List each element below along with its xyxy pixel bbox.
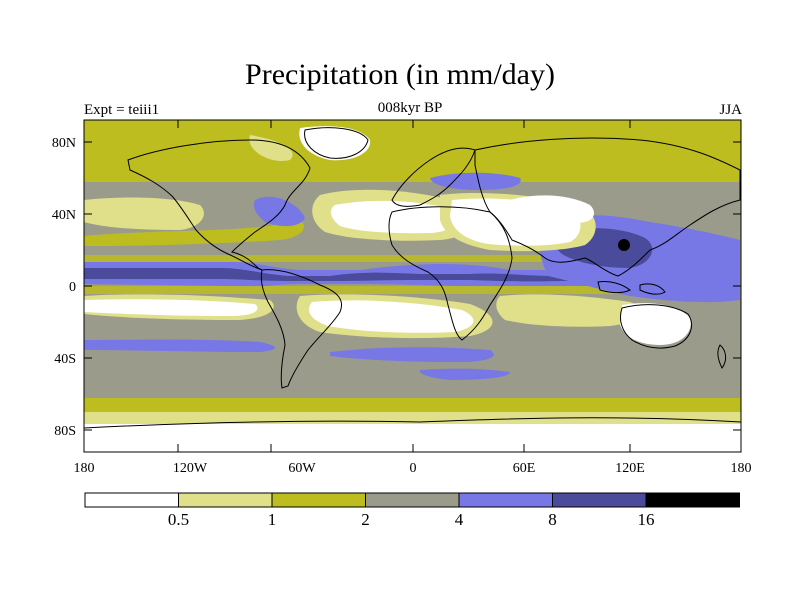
lat-label-0: 0 xyxy=(69,280,76,295)
lat-label-80s: 80S xyxy=(54,424,76,439)
colorbar-swatch xyxy=(84,492,179,508)
colorbar-swatch xyxy=(271,492,366,508)
coastlines xyxy=(84,127,741,429)
lon-label-180w: 180 xyxy=(74,461,95,476)
coast-indonesia xyxy=(597,281,631,294)
field-gulf-stream xyxy=(253,196,305,227)
precipitation-field xyxy=(84,120,741,452)
field-australia-dry xyxy=(620,303,691,345)
colorbar-level-label: 2 xyxy=(361,510,370,529)
field-arctic-band xyxy=(84,120,741,142)
coast-australia xyxy=(619,304,692,349)
coast-antarctica xyxy=(84,417,741,429)
lon-label-60e: 60E xyxy=(513,461,536,476)
coast-new-guinea xyxy=(639,283,666,295)
field-s-atlantic-dry xyxy=(308,300,474,333)
colorbar-level-label: 0.5 xyxy=(168,510,189,529)
coast-south-america xyxy=(260,269,343,389)
field-s-atlantic-track xyxy=(330,347,494,362)
lat-label-80n: 80N xyxy=(52,136,76,151)
coast-greenland xyxy=(304,127,369,159)
lon-label-180e: 180 xyxy=(731,461,752,476)
field-canada-arctic xyxy=(249,135,293,161)
axis-ticks xyxy=(83,120,742,452)
field-s-pacific-track xyxy=(84,339,275,352)
lon-label-120w: 120W xyxy=(173,461,208,476)
field-south-band-light xyxy=(84,412,741,424)
experiment-label: Expt = teiii1 xyxy=(84,102,160,118)
colorbar-level-label: 16 xyxy=(638,510,655,529)
colorbar-swatch xyxy=(458,492,553,508)
field-n-atlantic-dry xyxy=(330,200,458,234)
lon-label-60w: 60W xyxy=(288,461,316,476)
colorbar-swatch xyxy=(552,492,647,508)
coast-new-zealand xyxy=(717,344,727,369)
colorbar-swatch xyxy=(178,492,273,508)
field-s-pacific-dry xyxy=(84,299,258,316)
colorbar-level-label: 4 xyxy=(455,510,464,529)
field-max-spot xyxy=(618,239,630,251)
colorbar-level-label: 8 xyxy=(548,510,557,529)
coast-europe xyxy=(391,147,476,207)
field-n-pacific-subtrop xyxy=(84,197,204,230)
field-north-band xyxy=(84,142,741,182)
lat-label-40s: 40S xyxy=(54,352,76,367)
map-title: Precipitation (in mm/day) xyxy=(245,58,555,91)
field-s-indian-track xyxy=(419,368,510,380)
coast-asia xyxy=(474,137,741,277)
coast-north-america xyxy=(127,139,311,271)
colorbar-level-label: 1 xyxy=(268,510,277,529)
lon-label-120e: 120E xyxy=(615,461,645,476)
colorbar: 0.5 1 2 4 8 16 xyxy=(84,492,740,529)
field-itcz-south-margin xyxy=(84,286,740,294)
field-greenland-dry xyxy=(299,126,371,161)
lat-label-40n: 40N xyxy=(52,208,76,223)
period-label: 008kyr BP xyxy=(377,100,443,116)
colorbar-swatch xyxy=(365,492,460,508)
field-s-indian-dry xyxy=(496,294,641,327)
field-n-atlantic-track xyxy=(430,172,521,190)
lon-label-0: 0 xyxy=(410,461,417,476)
field-n-pacific-track xyxy=(84,220,304,246)
field-central-asia-dry xyxy=(510,195,595,223)
season-label: JJA xyxy=(719,102,742,118)
colorbar-swatch xyxy=(645,492,740,508)
